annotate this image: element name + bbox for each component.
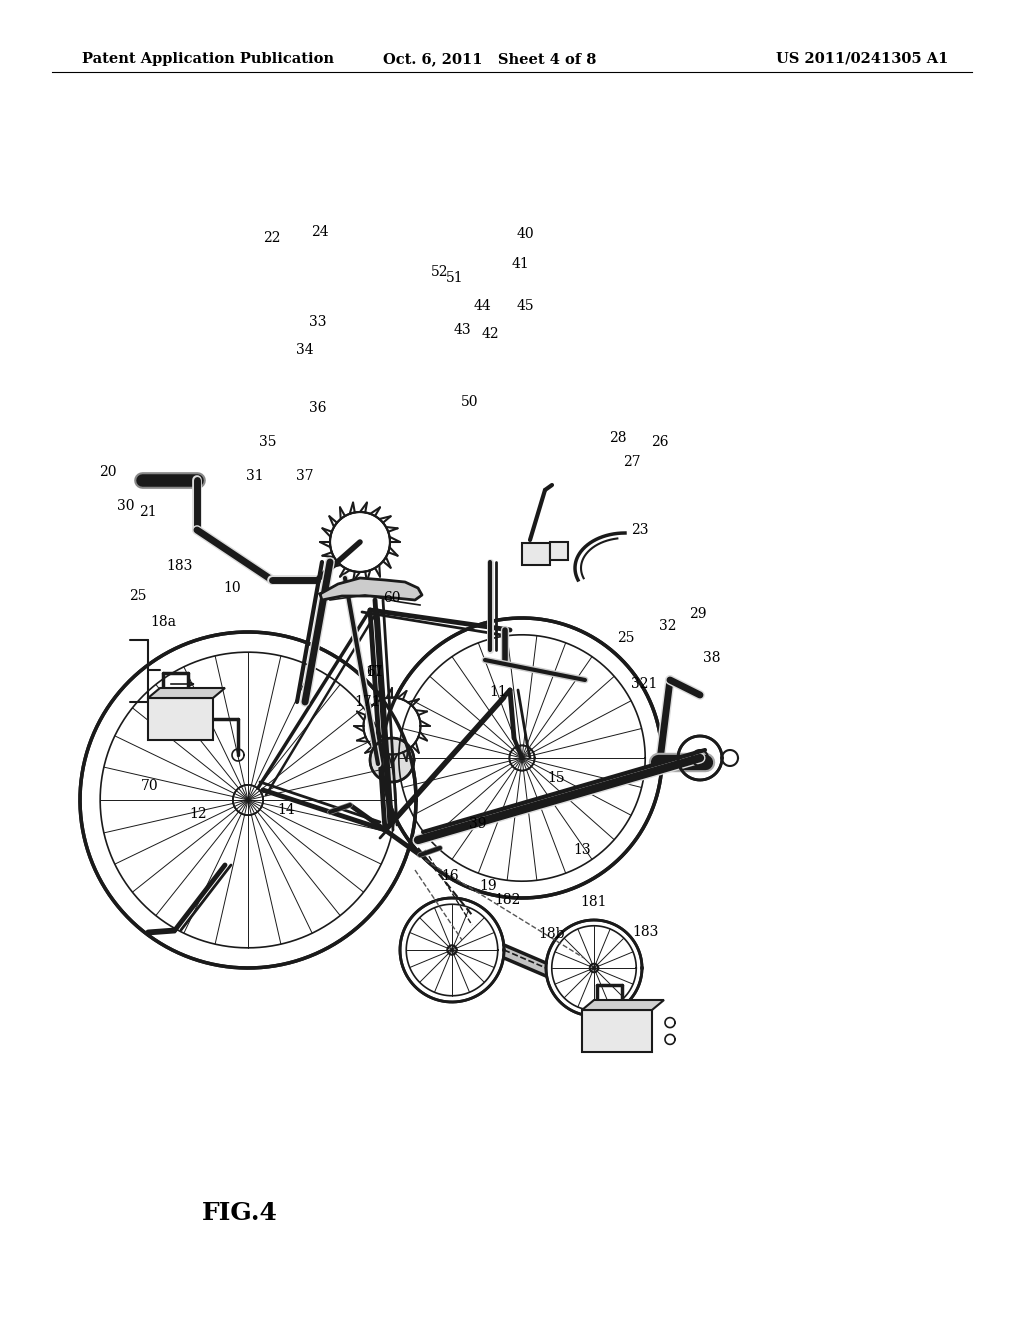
- Text: 17: 17: [366, 665, 383, 678]
- Text: 171: 171: [354, 696, 381, 709]
- Text: 60: 60: [383, 591, 400, 605]
- Text: 321: 321: [631, 677, 657, 690]
- Text: 10: 10: [223, 581, 241, 595]
- Polygon shape: [148, 688, 225, 698]
- Text: 39: 39: [469, 817, 486, 832]
- Text: 25: 25: [617, 631, 635, 645]
- Text: 43: 43: [454, 323, 471, 337]
- Text: 52: 52: [431, 265, 449, 279]
- Polygon shape: [148, 698, 213, 741]
- Text: 36: 36: [309, 401, 327, 414]
- Polygon shape: [382, 618, 662, 898]
- Text: Oct. 6, 2011   Sheet 4 of 8: Oct. 6, 2011 Sheet 4 of 8: [383, 51, 597, 66]
- Polygon shape: [509, 746, 535, 771]
- Text: 42: 42: [481, 327, 499, 341]
- Text: 25: 25: [129, 589, 146, 603]
- Polygon shape: [722, 750, 738, 766]
- Text: 40: 40: [516, 227, 534, 242]
- Polygon shape: [546, 920, 642, 1016]
- Polygon shape: [232, 785, 263, 816]
- Polygon shape: [330, 512, 390, 572]
- Polygon shape: [665, 1035, 675, 1044]
- Text: 183: 183: [633, 925, 659, 939]
- Text: 61: 61: [367, 665, 384, 678]
- Text: 20: 20: [99, 465, 117, 479]
- Polygon shape: [582, 1001, 664, 1010]
- Text: 26: 26: [651, 436, 669, 449]
- Text: FIG.4: FIG.4: [202, 1201, 278, 1225]
- Text: 45: 45: [516, 300, 534, 313]
- Text: 38: 38: [703, 651, 721, 665]
- Text: 22: 22: [263, 231, 281, 246]
- Text: Patent Application Publication: Patent Application Publication: [82, 51, 334, 66]
- Text: 29: 29: [689, 607, 707, 620]
- Text: 18a: 18a: [150, 615, 176, 630]
- Text: 16: 16: [441, 869, 459, 883]
- Text: 35: 35: [259, 436, 276, 449]
- Text: 50: 50: [461, 395, 479, 409]
- Text: 34: 34: [296, 343, 313, 356]
- Text: 27: 27: [624, 455, 641, 469]
- Text: 14: 14: [278, 803, 295, 817]
- Polygon shape: [80, 632, 416, 968]
- Polygon shape: [447, 945, 457, 954]
- Text: 41: 41: [511, 257, 528, 271]
- Text: 31: 31: [246, 469, 264, 483]
- Polygon shape: [665, 1018, 675, 1027]
- Text: US 2011/0241305 A1: US 2011/0241305 A1: [775, 51, 948, 66]
- Text: 33: 33: [309, 315, 327, 329]
- Text: 51: 51: [446, 271, 464, 285]
- Text: 18b: 18b: [539, 927, 565, 941]
- Text: 28: 28: [609, 432, 627, 445]
- Polygon shape: [364, 697, 421, 755]
- Polygon shape: [319, 578, 422, 601]
- Text: 11: 11: [489, 685, 507, 700]
- Text: 183: 183: [167, 558, 194, 573]
- Polygon shape: [370, 738, 414, 781]
- Text: 30: 30: [118, 499, 135, 513]
- Text: 37: 37: [296, 469, 313, 483]
- Text: 44: 44: [473, 300, 490, 313]
- Polygon shape: [400, 898, 504, 1002]
- Polygon shape: [678, 737, 722, 780]
- Polygon shape: [590, 964, 598, 973]
- Polygon shape: [582, 1010, 652, 1052]
- Text: 19: 19: [479, 879, 497, 894]
- Text: 23: 23: [631, 523, 649, 537]
- Text: 21: 21: [139, 506, 157, 519]
- Text: 24: 24: [311, 224, 329, 239]
- Bar: [550, 543, 568, 560]
- Polygon shape: [232, 748, 244, 762]
- Text: 70: 70: [141, 779, 159, 793]
- Bar: [522, 543, 550, 565]
- Text: 15: 15: [547, 771, 565, 785]
- Text: 32: 32: [659, 619, 677, 634]
- Text: 181: 181: [581, 895, 607, 909]
- Text: 182: 182: [495, 894, 521, 907]
- Text: 12: 12: [189, 807, 207, 821]
- Text: 13: 13: [573, 843, 591, 857]
